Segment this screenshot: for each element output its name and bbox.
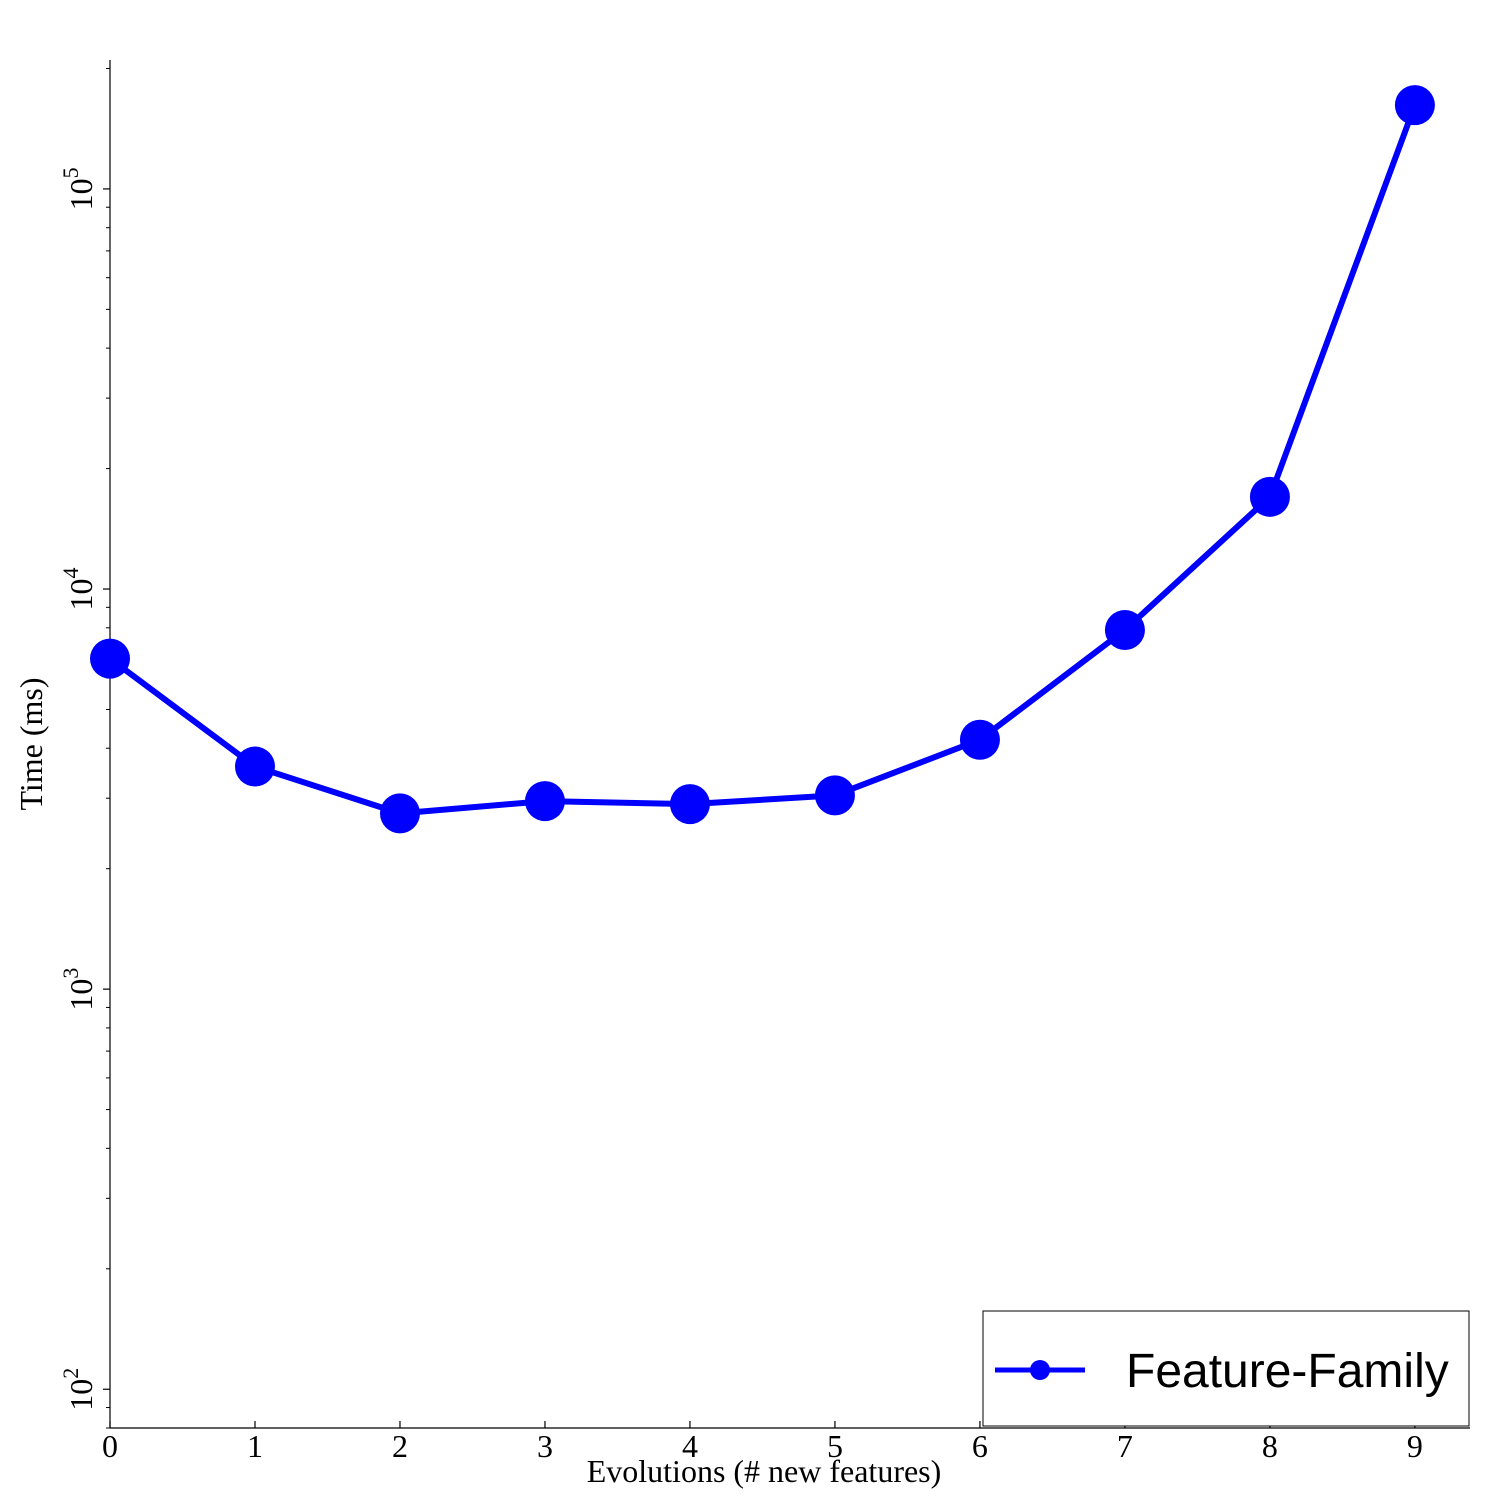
data-point-marker [1394,85,1435,126]
x-tick-label: 0 [102,1428,118,1464]
x-tick-label: 8 [1262,1428,1278,1464]
y-axis-label: Time (ms) [13,677,49,810]
x-tick-label: 6 [972,1428,988,1464]
x-tick-label: 9 [1407,1428,1423,1464]
legend: Feature-Family [982,1310,1470,1427]
x-tick-label: 3 [537,1428,553,1464]
data-point-marker [814,775,855,816]
legend-marker-swatch [1030,1360,1050,1380]
data-point-marker [1249,476,1290,517]
data-point-marker [524,781,565,822]
y-ticks: 102 103 104 105 [58,67,110,1429]
x-tick-label: 2 [392,1428,408,1464]
y-tick-label: 102 [58,1368,99,1411]
y-tick-label: 103 [58,968,99,1011]
data-point-marker [959,719,1000,760]
series-line [108,104,1418,817]
data-point-marker [234,746,275,787]
data-point-marker [379,793,420,834]
x-tick-label: 1 [247,1428,263,1464]
x-tick-label: 7 [1117,1428,1133,1464]
x-tick-label: 4 [682,1428,698,1464]
x-axis-label: Evolutions (# new features) [587,1453,942,1489]
x-tick-label: 5 [827,1428,843,1464]
data-point-marker [90,638,130,679]
legend-label: Feature-Family [1126,1345,1449,1398]
y-tick-label: 104 [58,568,99,611]
x-ticks: 0 1 2 3 4 5 6 7 8 9 [102,1421,1423,1464]
data-point-marker [669,784,710,825]
series-layer [90,85,1435,834]
axes [109,60,1470,1429]
data-point-marker [1104,609,1145,650]
y-tick-label: 105 [58,167,99,210]
